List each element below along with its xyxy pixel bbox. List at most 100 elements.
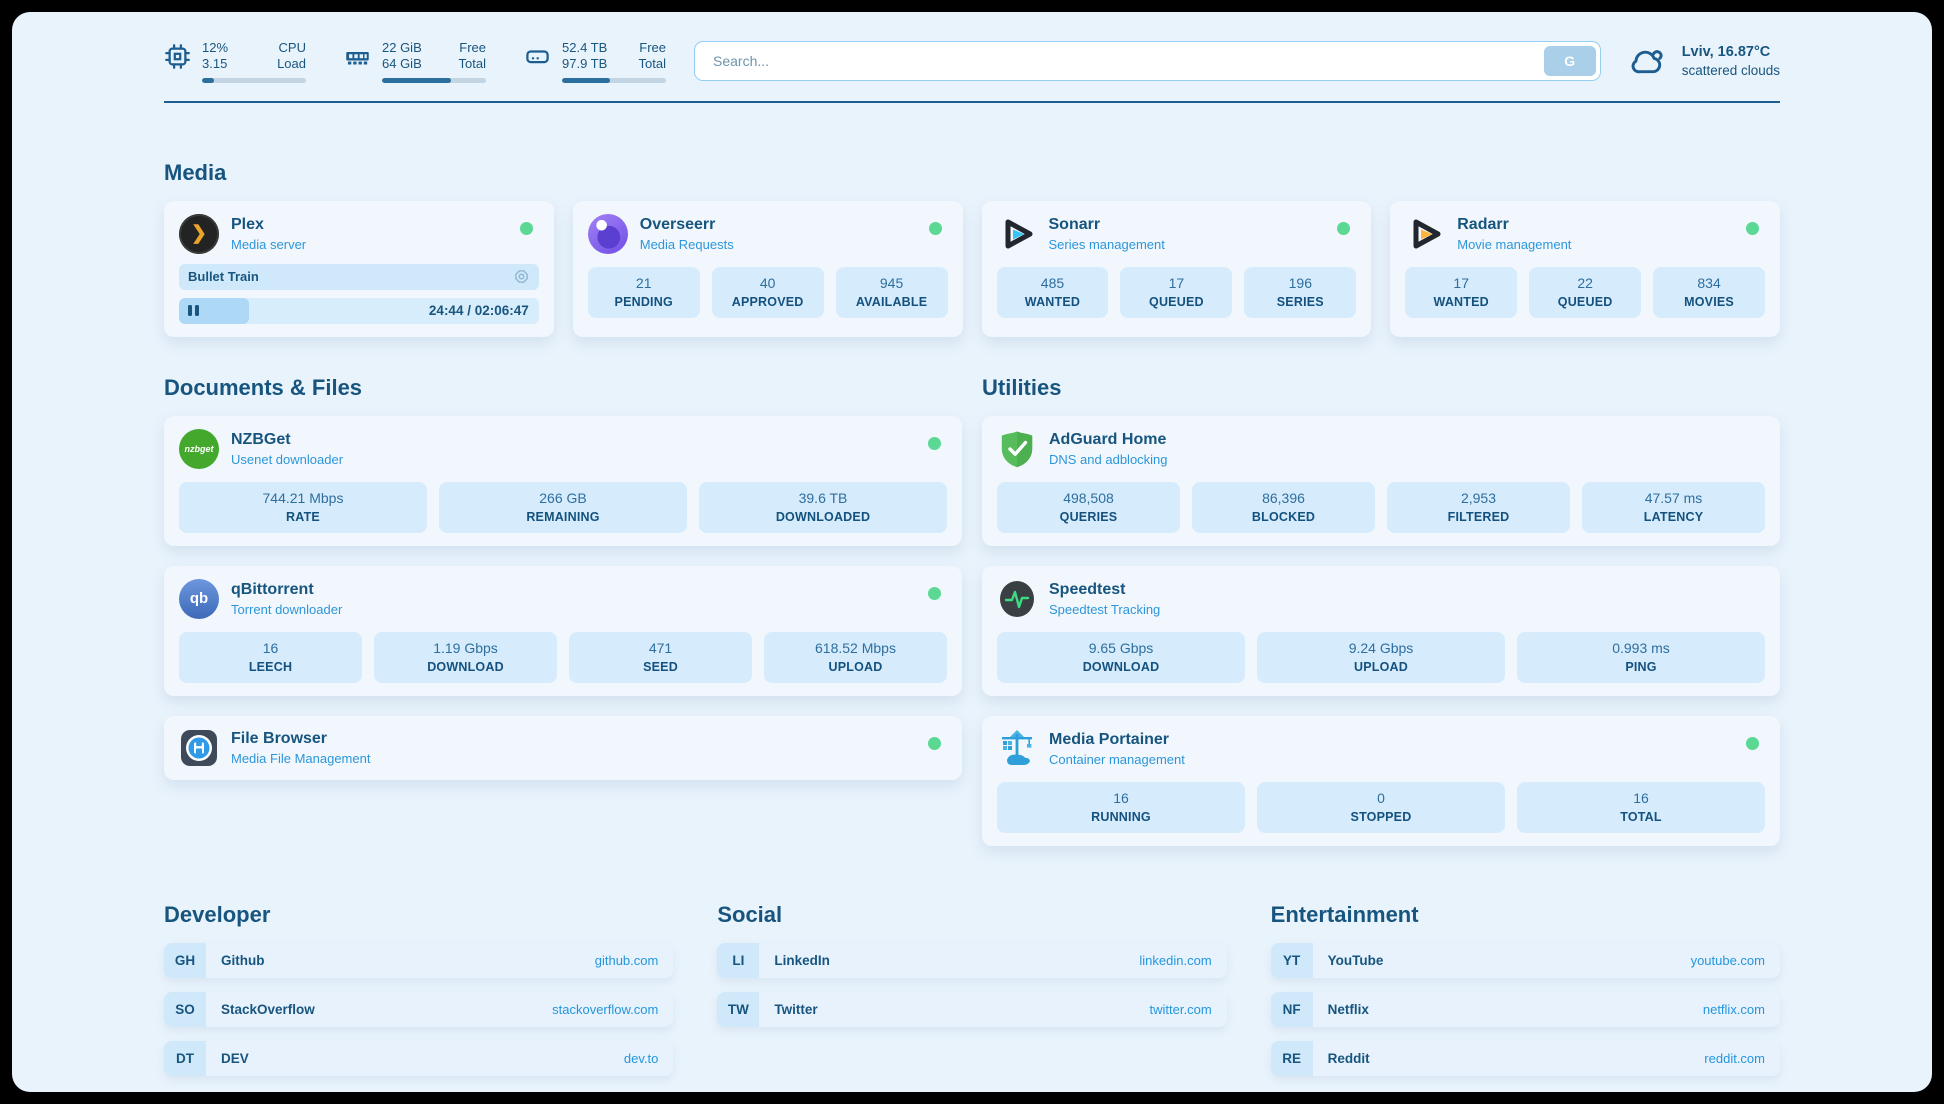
gear-icon [514, 270, 528, 283]
link-youtube[interactable]: YT YouTube youtube.com [1270, 942, 1780, 978]
links-column-social: Social LI LinkedIn linkedin.com TW Twitt… [717, 901, 1227, 1090]
link-url: dev.to [623, 1050, 659, 1066]
app-subtitle: Usenet downloader [231, 452, 344, 468]
section-heading-utilities: Utilities [982, 374, 1062, 400]
section-heading-documents: Documents & Files [164, 374, 363, 400]
app-card-speedtest[interactable]: Speedtest Speedtest Tracking 9.65 Gbps DO… [982, 565, 1780, 696]
overseerr-icon [587, 213, 628, 254]
app-subtitle: Speedtest Tracking [1049, 602, 1161, 618]
search-input[interactable] [699, 53, 1544, 70]
cpu-label-2: Load [277, 56, 306, 72]
link-badge: LI [717, 942, 760, 978]
ram-free: 22 GiB [382, 40, 422, 55]
link-dev[interactable]: DT DEV dev.to [164, 1040, 674, 1076]
link-url: stackoverflow.com [552, 1001, 659, 1017]
stat-filtered: 2,953 FILTERED [1387, 481, 1570, 533]
status-dot [519, 221, 533, 235]
stat-latency: 47.57 ms LATENCY [1582, 481, 1765, 533]
app-subtitle: Media File Management [231, 751, 371, 767]
pause-icon [188, 305, 199, 316]
link-stackoverflow[interactable]: SO StackOverflow stackoverflow.com [164, 991, 674, 1027]
app-title: Sonarr [1048, 215, 1101, 233]
ram-icon [346, 51, 369, 65]
link-url: github.com [594, 952, 659, 968]
filebrowser-icon [179, 728, 219, 768]
link-reddit[interactable]: RE Reddit reddit.com [1270, 1040, 1780, 1076]
app-title: Media Portainer [1049, 730, 1170, 748]
now-playing-title: Bullet Train [188, 269, 259, 284]
app-card-filebrowser[interactable]: File Browser Media File Management [164, 715, 962, 780]
cloud-icon [1631, 50, 1663, 74]
link-url: youtube.com [1690, 952, 1765, 968]
ram-total: 64 GiB [382, 56, 422, 72]
weather-location-temp: Lviv, 16.87°C [1681, 44, 1771, 61]
app-title: Speedtest [1049, 580, 1126, 598]
stat-download: 1.19 Gbps DOWNLOAD [374, 631, 557, 683]
link-twitter[interactable]: TW Twitter twitter.com [717, 991, 1227, 1027]
app-title: NZBGet [231, 430, 291, 448]
links-column-entertainment: Entertainment YT YouTube youtube.com NF … [1270, 902, 1780, 1090]
ram-values: 22 GiB 64 GiB [382, 40, 422, 73]
cpu-labels: CPU Load [277, 40, 306, 73]
stat-remaining: 266 GB REMAINING [439, 481, 687, 533]
disk-icon [526, 50, 549, 63]
app-subtitle: Media server [231, 237, 307, 253]
cpu-progressbar [202, 77, 306, 83]
sonarr-icon [997, 214, 1037, 254]
link-netflix[interactable]: NF Netflix netflix.com [1270, 991, 1780, 1027]
disk-labels: Free Total [639, 40, 666, 73]
app-card-overseerr[interactable]: Overseerr Media Requests 21 PENDING 40 APP… [572, 200, 963, 337]
cpu-percent: 12% [202, 40, 229, 55]
app-card-nzbget[interactable]: nzbget NZBGet Usenet downloader 744.21 M… [164, 415, 962, 546]
status-dot [928, 736, 941, 750]
radarr-icon [1405, 214, 1445, 254]
status-dot [1337, 221, 1351, 235]
app-title: Overseerr [639, 215, 716, 233]
app-card-radarr[interactable]: Radarr Movie management 17 WANTED 22 QUEUE… [1390, 200, 1780, 337]
stat-upload: 618.52 Mbps UPLOAD [764, 631, 947, 683]
app-title: Radarr [1457, 215, 1509, 233]
plex-icon: ❯ [179, 213, 219, 254]
stat-approved: 40 APPROVED [711, 266, 824, 318]
stat-queries: 498,508 QUERIES [997, 481, 1180, 533]
cpu-stat: 12% 3.15 CPU Load [164, 40, 306, 83]
stat-downloaded: 39.6 TB DOWNLOADED [699, 481, 947, 533]
app-card-portainer[interactable]: Media Portainer Container management 16 R… [982, 715, 1780, 846]
link-badge: TW [717, 991, 760, 1027]
section-heading-media: Media [164, 159, 227, 185]
link-name: Twitter [774, 1001, 818, 1017]
search-area: G [694, 41, 1601, 82]
app-card-adguard[interactable]: AdGuard Home DNS and adblocking 498,508 Q… [982, 415, 1780, 546]
section-heading-social: Social [717, 901, 783, 927]
stat-wanted: 17 WANTED [1405, 266, 1518, 318]
link-github[interactable]: GH Github github.com [164, 942, 674, 978]
disk-label-1: Free [639, 40, 666, 55]
stat-pending: 21 PENDING [587, 266, 700, 318]
app-title: File Browser [231, 729, 328, 747]
stat-running: 16 RUNNING [997, 781, 1245, 833]
link-linkedin[interactable]: LI LinkedIn linkedin.com [717, 942, 1227, 978]
playback-progress: 24:44 / 02:06:47 [179, 297, 539, 324]
stat-blocked: 86,396 BLOCKED [1192, 481, 1375, 533]
stat-series: 196 SERIES [1244, 266, 1357, 318]
cpu-icon [165, 43, 190, 69]
weather-widget[interactable]: Lviv, 16.87°C scattered clouds [1629, 43, 1780, 79]
adguard-icon [997, 429, 1037, 469]
ram-label-1: Free [459, 40, 486, 55]
app-subtitle: Series management [1048, 237, 1165, 253]
app-card-plex[interactable]: ❯ Plex Media server Bullet Train [164, 200, 554, 337]
cpu-loadavg: 3.15 [202, 56, 228, 72]
ram-labels: Free Total [459, 40, 486, 73]
app-card-sonarr[interactable]: Sonarr Series management 485 WANTED 17 QUE… [981, 200, 1372, 337]
ram-stat: 22 GiB 64 GiB Free Total [344, 40, 486, 83]
disk-total: 97.9 TB [562, 56, 608, 72]
app-card-qbittorrent[interactable]: qb qBittorrent Torrent downloader 16 LEEC… [164, 565, 962, 696]
links-column-developer: Developer GH Github github.com SO StackO… [164, 902, 674, 1090]
speedtest-icon [997, 579, 1037, 619]
stat-upload: 9.24 Gbps UPLOAD [1257, 631, 1505, 683]
search-engine-button[interactable]: G [1543, 46, 1596, 77]
link-badge: RE [1270, 1040, 1313, 1076]
link-badge: DT [164, 1040, 206, 1076]
link-url: reddit.com [1704, 1050, 1765, 1066]
disk-values: 52.4 TB 97.9 TB [562, 40, 607, 73]
